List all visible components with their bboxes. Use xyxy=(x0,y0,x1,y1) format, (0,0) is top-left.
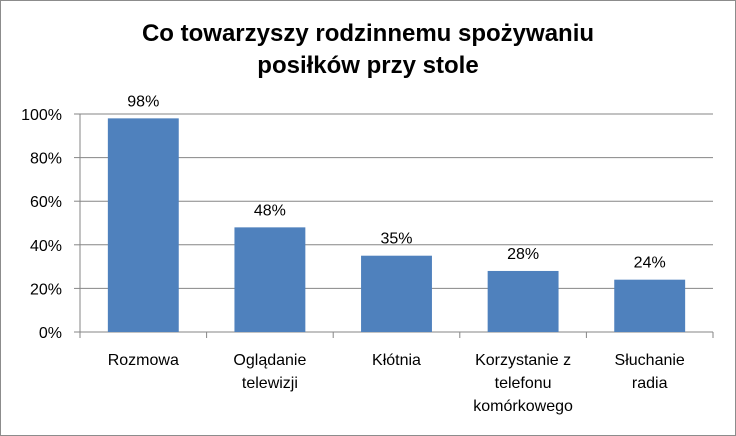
category-label: Oglądanie xyxy=(233,352,306,369)
y-tick-label: 60% xyxy=(30,194,62,211)
data-label: 98% xyxy=(127,93,159,110)
y-tick-label: 100% xyxy=(21,107,62,124)
data-label: 48% xyxy=(254,202,286,219)
bar xyxy=(487,270,559,332)
bar xyxy=(614,279,686,332)
bar xyxy=(107,118,179,332)
category-label: Korzystanie z xyxy=(475,352,571,369)
data-label: 35% xyxy=(380,231,412,248)
bar xyxy=(234,227,306,332)
category-label: Kłótnia xyxy=(372,352,421,369)
y-tick-label: 40% xyxy=(30,238,62,255)
category-label: komórkowego xyxy=(473,398,573,415)
category-label: telewizji xyxy=(242,375,298,392)
bar xyxy=(361,255,432,332)
category-label: telefonu xyxy=(495,375,552,392)
category-label: radia xyxy=(632,375,668,392)
data-label: 24% xyxy=(634,255,666,272)
chart-title-line-1: Co towarzyszy rodzinnemu spożywaniu xyxy=(141,20,595,47)
category-label: Słuchanie xyxy=(615,352,685,369)
chart-title-line-2: posiłków przy stole xyxy=(257,52,479,79)
y-tick-label: 80% xyxy=(30,151,62,168)
y-tick-label: 0% xyxy=(39,325,62,342)
y-tick-label: 20% xyxy=(30,281,62,298)
data-label: 28% xyxy=(507,246,539,263)
chart-title: Co towarzyszy rodzinnemu spożywaniu posi… xyxy=(0,18,736,82)
category-label: Rozmowa xyxy=(108,352,179,369)
